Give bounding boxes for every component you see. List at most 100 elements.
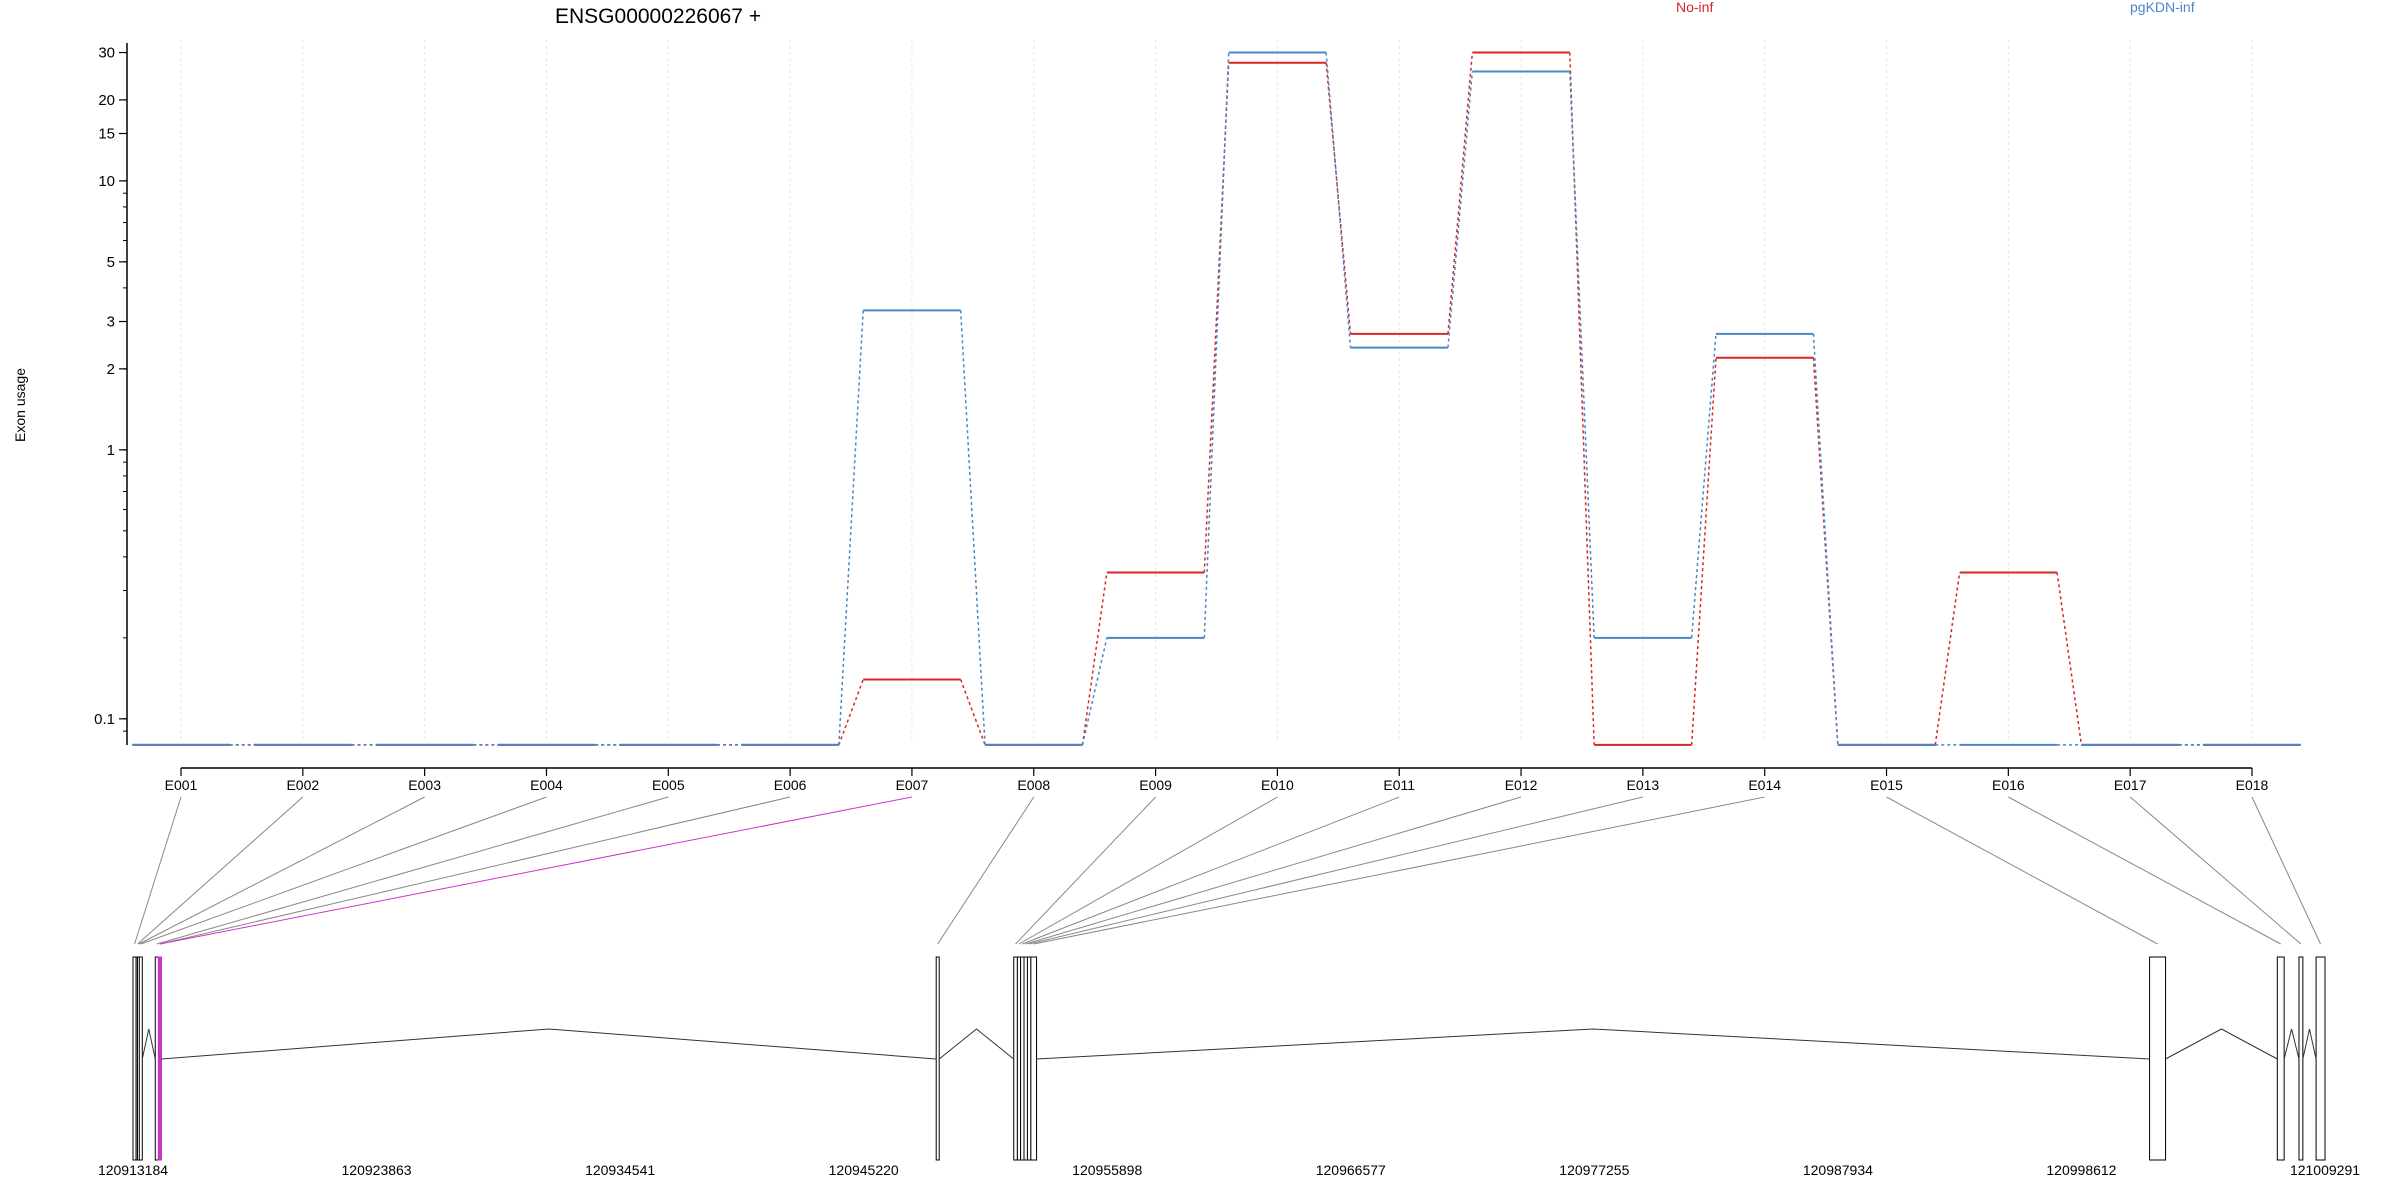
grid-layer <box>180 40 2253 742</box>
series-1-connector <box>1447 52 1474 334</box>
x-tick-label: E001 <box>165 777 198 793</box>
exon-connector <box>1033 796 1765 945</box>
exon-connector <box>1015 796 1156 945</box>
x-tick-label: E012 <box>1505 777 1538 793</box>
y-axis: 0.1 1 2 3 5 10 15 20 30 <box>94 43 128 745</box>
x-tick-label: E008 <box>1017 777 1050 793</box>
chart-title: ENSG00000226067 + <box>555 5 761 28</box>
genomic-tick-label: 120977255 <box>1559 1162 1629 1178</box>
exon-connector <box>140 796 547 945</box>
genomic-tick-label: 121009291 <box>2290 1162 2360 1178</box>
intron-line <box>141 1028 156 1060</box>
exon-box <box>1023 956 1028 1161</box>
series-layer <box>132 51 2301 746</box>
x-tick-label: E007 <box>896 777 929 793</box>
genomic-tick-label: 120923863 <box>342 1162 412 1178</box>
exon-box <box>2315 956 2326 1161</box>
x-tick-label: E016 <box>1992 777 2025 793</box>
y-tick-label: 15 <box>98 126 115 143</box>
genomic-tick-label: 120913184 <box>98 1162 168 1178</box>
exon-box <box>157 956 162 1161</box>
series-1-connector <box>1934 572 1961 745</box>
exon-box <box>1026 956 1032 1161</box>
series-2-connector <box>1812 333 1839 745</box>
genomic-tick-label: 120934541 <box>585 1162 655 1178</box>
x-tick-label: E005 <box>652 777 685 793</box>
exon-axis: E001 E002 E003 E004 E005 E006 E007 E008 E009 E010… <box>165 767 2269 793</box>
series-2-connector <box>1690 333 1717 638</box>
genomic-tick-label: 120945220 <box>829 1162 899 1178</box>
series-1-connector <box>1081 572 1108 745</box>
y-tick-label: 10 <box>98 173 115 190</box>
y-tick-label: 0.1 <box>94 711 115 728</box>
exon-box <box>1030 956 1038 1161</box>
x-tick-label: E003 <box>408 777 441 793</box>
x-tick-label: E002 <box>286 777 319 793</box>
legend-entry-no-inf: No-inf <box>1676 0 1713 15</box>
series-2-connector <box>959 310 986 745</box>
series-1-connector <box>2056 572 2083 745</box>
series-2-connector <box>1081 637 1108 746</box>
y-tick-label: 2 <box>107 361 115 378</box>
genomic-tick-label: 120966577 <box>1316 1162 1386 1178</box>
x-tick-label: E013 <box>1627 777 1660 793</box>
exon-connector <box>1025 796 1522 945</box>
intron-line <box>161 1028 937 1060</box>
exon-connectors <box>134 796 2321 945</box>
exon-connector <box>1018 796 1278 945</box>
y-tick-label: 20 <box>98 92 115 109</box>
exon-box <box>138 956 143 1161</box>
exon-connector <box>159 796 913 945</box>
x-tick-label: E004 <box>530 777 563 793</box>
exon-connector <box>137 796 304 945</box>
x-tick-label: E015 <box>1870 777 1903 793</box>
exon-box <box>2149 956 2167 1161</box>
series-2-connector <box>838 310 864 745</box>
exon-connector <box>937 796 1035 945</box>
exon-box <box>1020 956 1025 1161</box>
intron-line <box>1036 1028 2150 1060</box>
intron-line <box>2283 1028 2300 1060</box>
genomic-tick-label: 120998612 <box>2046 1162 2116 1178</box>
series-2-connector <box>1203 52 1230 638</box>
series-2-connector <box>1569 71 1595 638</box>
intron-line <box>2165 1028 2278 1060</box>
x-tick-label: E017 <box>2114 777 2147 793</box>
y-tick-label: 30 <box>98 45 115 62</box>
series-2-connector <box>1325 52 1352 348</box>
intron-line <box>2302 1028 2317 1060</box>
x-tick-label: E014 <box>1748 777 1781 793</box>
exon-box <box>1013 956 1018 1161</box>
exon-connector <box>1886 796 2158 945</box>
exon-connector <box>1029 796 1643 945</box>
x-tick-label: E010 <box>1261 777 1294 793</box>
exon-connector <box>134 796 182 945</box>
x-tick-label: E018 <box>2236 777 2269 793</box>
exon-connector <box>2251 796 2321 945</box>
exon-box <box>2298 956 2304 1161</box>
genomic-axis: 120913184 120923863 120934541 120945220 1209… <box>98 1162 2360 1178</box>
y-tick-label: 5 <box>107 254 115 271</box>
exon-connector <box>2008 796 2281 945</box>
y-tick-label: 1 <box>107 442 115 459</box>
genomic-tick-label: 120987934 <box>1803 1162 1873 1178</box>
series-2-connector <box>1447 71 1474 348</box>
genomic-tick-label: 120955898 <box>1072 1162 1142 1178</box>
exon-connector <box>159 796 791 945</box>
legend-entry-pgkdn-inf: pgKDN-inf <box>2130 0 2195 15</box>
exon-connector <box>1022 796 1400 945</box>
exon-connector <box>2129 796 2302 945</box>
gene-model <box>132 956 2326 1161</box>
x-tick-label: E009 <box>1139 777 1172 793</box>
exon-box <box>935 956 940 1161</box>
series-1-connector <box>1690 357 1717 745</box>
exon-connector <box>138 796 425 945</box>
series-1-connector <box>1203 62 1230 573</box>
y-axis-label: Exon usage <box>12 368 28 442</box>
x-tick-label: E006 <box>774 777 807 793</box>
exon-box <box>2276 956 2285 1161</box>
x-tick-label: E011 <box>1383 777 1415 793</box>
intron-line <box>938 1028 1015 1060</box>
exon-connector <box>156 796 669 945</box>
